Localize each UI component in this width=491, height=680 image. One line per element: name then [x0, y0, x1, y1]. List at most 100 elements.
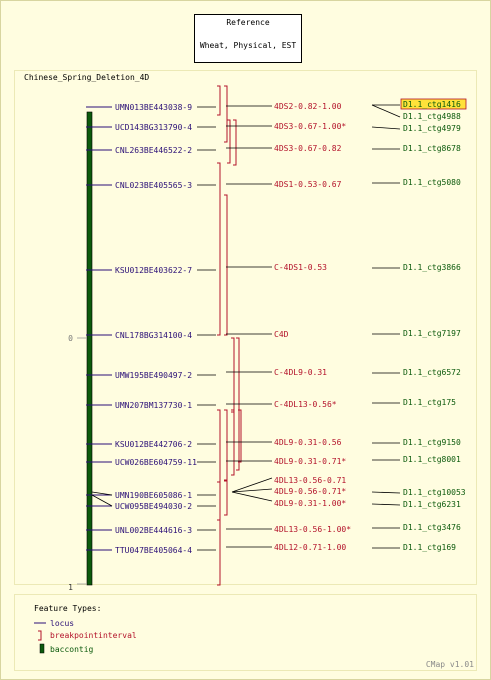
interval-feature[interactable]: 4DL9-0.31-1.00* — [231, 491, 346, 508]
interval-feature[interactable]: 4DL9-0.56-0.71* — [231, 487, 346, 496]
interval-label: C-4DL13-0.56* — [274, 400, 337, 409]
contig-feature[interactable]: D1.1_ctg4988 — [371, 104, 461, 121]
legend: Feature Types: locus breakpointinterval … — [34, 604, 137, 654]
locus-feature[interactable]: UMN190BE605086-1 — [86, 491, 216, 500]
contig-feature-highlighted[interactable]: D1.1_ctg1416 — [372, 98, 467, 110]
interval-connector — [231, 491, 273, 502]
interval-feature[interactable]: C-4DS1-0.53 — [226, 263, 327, 272]
breakpoint-bracket[interactable] — [224, 409, 228, 482]
contig-feature[interactable]: D1.1_ctg175 — [372, 398, 456, 407]
contig-label: D1.1_ctg10053 — [403, 488, 466, 497]
locus-label: CNL178BG314100-4 — [115, 331, 192, 340]
breakpoint-bracket[interactable] — [231, 337, 235, 413]
interval-label: 4DL13-0.56-0.71 — [274, 476, 346, 485]
interval-feature[interactable]: 4DS3-0.67-1.00* — [226, 122, 346, 131]
interval-label: 4DL9-0.56-0.71* — [274, 487, 346, 496]
interval-label: C-4DS1-0.53 — [274, 263, 327, 272]
locus-label: UMW195BE490497-2 — [115, 371, 192, 380]
contig-label: D1.1_ctg6572 — [403, 368, 461, 377]
interval-feature[interactable]: 4DS2-0.82-1.00 — [226, 102, 342, 111]
locus-feature[interactable]: UCW026BE604759-11 — [86, 458, 216, 467]
breakpoint-bracket[interactable] — [224, 194, 228, 336]
breakpoint-bracket[interactable] — [227, 119, 231, 164]
contig-feature[interactable]: D1.1_ctg9150 — [372, 438, 461, 447]
contig-label: D1.1_ctg3866 — [403, 263, 461, 272]
locus-feature[interactable]: KSU012BE442706-2 — [86, 440, 216, 449]
interval-feature[interactable]: 4DL9-0.31-0.71* — [226, 457, 346, 466]
contig-feature[interactable]: D1.1_ctg5080 — [372, 178, 461, 187]
locus-label: UMN190BE605086-1 — [115, 491, 192, 500]
contig-label: D1.1_ctg5080 — [403, 178, 461, 187]
contig-feature[interactable]: D1.1_ctg169 — [372, 543, 456, 552]
breakpoint-bracket[interactable] — [217, 481, 221, 521]
locus-feature[interactable]: UMN013BE443038-9 — [86, 103, 216, 112]
contig-label: D1.1_ctg169 — [403, 543, 456, 552]
contig-feature[interactable]: D1.1_ctg6231 — [371, 500, 461, 509]
interval-feature[interactable]: C-4DL13-0.56* — [226, 400, 337, 409]
reference-box[interactable]: Reference Wheat, Physical, EST — [194, 14, 302, 63]
locus-feature[interactable]: UMN207BM137730-1 — [86, 401, 216, 410]
locus-offset-connector — [91, 494, 113, 507]
interval-label: 4DS2-0.82-1.00 — [274, 102, 342, 111]
locus-feature[interactable]: KSU012BE403622-7 — [86, 266, 216, 275]
contig-label: D1.1_ctg8001 — [403, 455, 461, 464]
locus-label: UMN013BE443038-9 — [115, 103, 192, 112]
breakpoint-bracket[interactable] — [231, 409, 235, 476]
contig-label: D1.1_ctg7197 — [403, 329, 461, 338]
legend-item-baccontig: baccontig — [50, 645, 94, 654]
locus-label: UCD143BG313790-4 — [115, 123, 192, 132]
contig-feature[interactable]: D1.1_ctg8001 — [372, 455, 461, 464]
breakpoint-bracket[interactable] — [224, 85, 228, 143]
breakpoint-bracket[interactable] — [238, 409, 242, 463]
contig-feature[interactable]: D1.1_ctg3866 — [372, 263, 461, 272]
contig-feature[interactable]: D1.1_ctg10053 — [371, 488, 466, 497]
locus-feature[interactable]: UCW095BE494030-2 — [86, 502, 216, 511]
interval-feature[interactable]: 4DS1-0.53-0.67 — [226, 180, 342, 189]
contig-connector — [371, 491, 401, 494]
interval-label: 4DS1-0.53-0.67 — [274, 180, 342, 189]
breakpoint-bracket[interactable] — [233, 119, 237, 166]
locus-feature[interactable]: UMW195BE490497-2 — [86, 371, 216, 380]
locus-feature[interactable]: CNL178BG314100-4 — [86, 331, 216, 340]
interval-layer: 4DS2-0.82-1.00 4DS3-0.67-1.00* 4DS3-0.67-0… — [226, 102, 351, 552]
interval-feature[interactable]: 4DL13-0.56-1.00* — [226, 525, 351, 534]
contig-feature[interactable]: D1.1_ctg8678 — [372, 144, 461, 153]
axis-tick-label-top: 0 — [68, 334, 73, 343]
interval-label: 4DL9-0.31-1.00* — [274, 499, 346, 508]
legend-item-breakpointinterval: breakpointinterval — [50, 631, 137, 640]
contig-label: D1.1_ctg8678 — [403, 144, 461, 153]
contig-feature[interactable]: D1.1_ctg4979 — [371, 124, 461, 133]
locus-label: CNL023BE405565-3 — [115, 181, 192, 190]
locus-feature[interactable]: CNL263BE446522-2 — [86, 146, 216, 155]
breakpoint-bracket[interactable] — [217, 85, 221, 116]
contig-feature[interactable]: D1.1_ctg6572 — [372, 368, 461, 377]
interval-label: C-4DL9-0.31 — [274, 368, 327, 377]
interval-feature[interactable]: 4DL12-0.71-1.00 — [226, 543, 346, 552]
contig-feature[interactable]: D1.1_ctg7197 — [372, 329, 461, 338]
breakpoint-bracket[interactable] — [217, 162, 221, 336]
footer-version: CMap v1.01 — [426, 660, 474, 669]
locus-label: UNL002BE444616-3 — [115, 526, 192, 535]
contig-label: D1.1_ctg4988 — [403, 112, 461, 121]
locus-feature[interactable]: UCD143BG313790-4 — [86, 123, 216, 132]
interval-feature[interactable]: 4DL9-0.31-0.56 — [226, 438, 342, 447]
interval-feature[interactable]: 4DL13-0.56-0.71 — [231, 476, 346, 493]
legend-contig-swatch — [39, 643, 45, 654]
locus-feature[interactable]: UNL002BE444616-3 — [86, 526, 216, 535]
legend-bracket-swatch — [38, 630, 42, 641]
locus-feature[interactable]: TTU047BE405064-4 — [86, 546, 216, 555]
contig-feature[interactable]: D1.1_ctg3476 — [372, 523, 461, 532]
locus-feature[interactable]: CNL023BE405565-3 — [86, 181, 216, 190]
breakpoint-bracket[interactable] — [224, 479, 228, 516]
map-title[interactable]: Chinese_Spring_Deletion_4D — [24, 73, 149, 82]
interval-feature[interactable]: C-4DL9-0.31 — [226, 368, 327, 377]
contig-label: D1.1_ctg1416 — [403, 100, 461, 109]
contig-label: D1.1_ctg175 — [403, 398, 456, 407]
interval-label: 4DS3-0.67-0.82 — [274, 144, 342, 153]
interval-feature[interactable]: 4DS3-0.67-0.82 — [226, 144, 342, 153]
locus-label: KSU012BE403622-7 — [115, 266, 192, 275]
interval-feature[interactable]: C4D — [226, 330, 289, 339]
locus-label: UMN207BM137730-1 — [115, 401, 192, 410]
contig-label: D1.1_ctg9150 — [403, 438, 461, 447]
